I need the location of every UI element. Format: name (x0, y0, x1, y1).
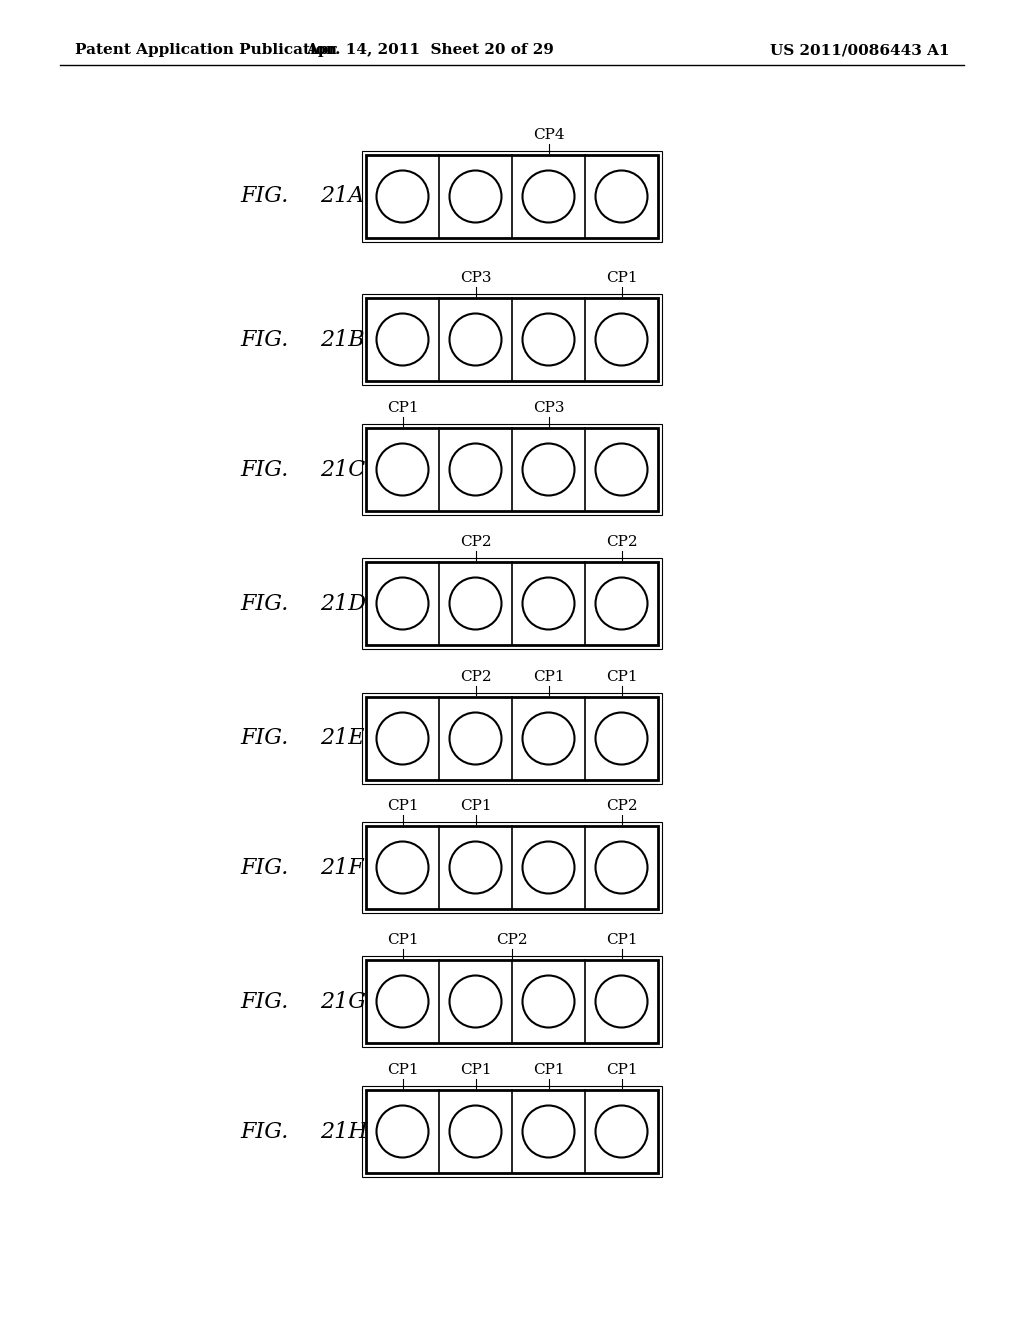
Text: CP1: CP1 (460, 1063, 492, 1077)
Text: CP3: CP3 (460, 271, 492, 285)
Text: CP2: CP2 (460, 535, 492, 549)
Bar (366, 154, 658, 238)
Text: FIG.: FIG. (240, 593, 289, 615)
Text: Apr. 14, 2011  Sheet 20 of 29: Apr. 14, 2011 Sheet 20 of 29 (306, 44, 554, 57)
Text: CP2: CP2 (605, 799, 637, 813)
Text: CP1: CP1 (605, 1063, 637, 1077)
Text: 21H: 21H (319, 1121, 368, 1143)
Text: 21C: 21C (319, 458, 366, 480)
Text: CP2: CP2 (605, 535, 637, 549)
Bar (366, 428, 658, 511)
Bar (362, 822, 662, 913)
Text: CP4: CP4 (532, 128, 564, 143)
Bar (362, 558, 662, 649)
Text: CP1: CP1 (605, 671, 637, 684)
Text: FIG.: FIG. (240, 329, 289, 351)
Text: CP1: CP1 (460, 799, 492, 813)
Text: CP1: CP1 (532, 671, 564, 684)
Bar (362, 150, 662, 242)
Text: CP2: CP2 (497, 933, 527, 946)
Bar (366, 298, 658, 381)
Text: 21G: 21G (319, 990, 366, 1012)
Text: CP1: CP1 (532, 1063, 564, 1077)
Text: FIG.: FIG. (240, 727, 289, 750)
Text: FIG.: FIG. (240, 857, 289, 879)
Text: CP1: CP1 (605, 271, 637, 285)
Text: 21B: 21B (319, 329, 365, 351)
Bar (366, 960, 658, 1043)
Text: 21D: 21D (319, 593, 367, 615)
Text: FIG.: FIG. (240, 990, 289, 1012)
Text: CP1: CP1 (387, 401, 419, 414)
Bar (366, 562, 658, 645)
Text: CP3: CP3 (532, 401, 564, 414)
Bar (362, 1086, 662, 1177)
Text: Patent Application Publication: Patent Application Publication (75, 44, 337, 57)
Text: US 2011/0086443 A1: US 2011/0086443 A1 (770, 44, 950, 57)
Text: 21E: 21E (319, 727, 365, 750)
Text: CP1: CP1 (387, 1063, 419, 1077)
Text: CP1: CP1 (387, 933, 419, 946)
Text: FIG.: FIG. (240, 458, 289, 480)
Bar (366, 697, 658, 780)
Text: FIG.: FIG. (240, 1121, 289, 1143)
Text: FIG.: FIG. (240, 186, 289, 207)
Text: CP2: CP2 (460, 671, 492, 684)
Text: CP1: CP1 (605, 933, 637, 946)
Text: 21A: 21A (319, 186, 365, 207)
Bar (362, 294, 662, 385)
Text: CP1: CP1 (387, 799, 419, 813)
Bar (362, 424, 662, 515)
Bar (362, 956, 662, 1047)
Bar (366, 826, 658, 909)
Bar (362, 693, 662, 784)
Text: 21F: 21F (319, 857, 364, 879)
Bar (366, 1090, 658, 1173)
